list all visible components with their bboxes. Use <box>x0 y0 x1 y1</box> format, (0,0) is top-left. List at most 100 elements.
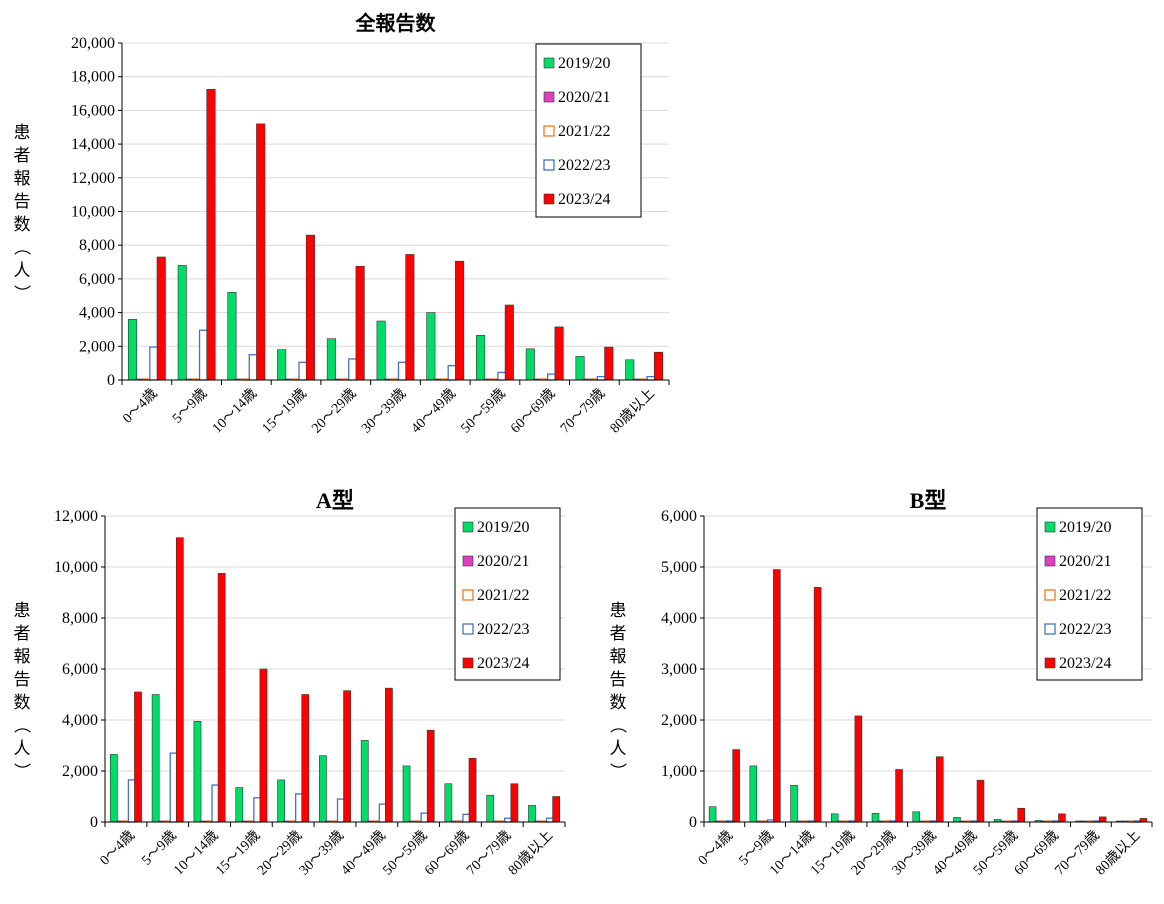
y-tick-label: 0 <box>107 372 115 389</box>
x-tick-label: 15～19歳 <box>259 386 310 437</box>
legend-label: 2021/22 <box>558 123 610 140</box>
y-tick-label: 4,000 <box>62 712 98 729</box>
legend-label: 2020/21 <box>1059 553 1111 570</box>
legend-label: 2023/24 <box>558 191 610 208</box>
y-axis-label-char: 患 <box>610 601 627 620</box>
x-tick-label: 0～4歳 <box>97 828 138 869</box>
legend-swatch <box>1044 657 1056 669</box>
y-tick-label: 2,000 <box>62 763 98 780</box>
bar <box>1058 813 1066 823</box>
legend-swatch <box>543 159 555 171</box>
y-tick-label: 12,000 <box>54 508 98 525</box>
legend-label: 2022/23 <box>558 157 610 174</box>
y-tick-label: 16,000 <box>71 102 115 119</box>
legend-label: 2023/24 <box>1059 655 1111 672</box>
bar <box>109 754 118 823</box>
y-tick-label: 3,000 <box>661 661 697 678</box>
bar <box>305 234 315 381</box>
legend-swatch <box>543 125 555 137</box>
bar <box>444 783 453 823</box>
y-tick-label: 20,000 <box>71 35 115 52</box>
bar <box>813 587 822 823</box>
y-axis-label-char: （ <box>608 717 627 734</box>
bar <box>385 687 393 823</box>
y-tick-label: 10,000 <box>54 559 98 576</box>
bar <box>604 346 614 381</box>
y-tick-label: 14,000 <box>71 136 115 153</box>
y-tick-label: 6,000 <box>661 508 697 525</box>
x-tick-label: 80歳以上 <box>1093 828 1144 879</box>
chart-svg: A型 0 2,000 4,000 6,000 8,000 10,000 12,000 患者報告数… <box>12 488 566 879</box>
bar <box>134 691 142 823</box>
bar <box>127 319 138 381</box>
bar <box>177 265 187 381</box>
y-tick-label: 6,000 <box>79 271 115 288</box>
y-axis-label-char: 患 <box>14 123 31 142</box>
legend-label: 2021/22 <box>1059 587 1111 604</box>
bar <box>151 694 160 823</box>
legend-swatch <box>462 521 474 533</box>
legend-label: 2022/23 <box>477 621 529 638</box>
legend-label: 2020/21 <box>558 89 610 106</box>
bar <box>936 756 944 823</box>
bar <box>525 348 535 381</box>
y-tick-label: 12,000 <box>71 170 115 187</box>
y-axis-label-char: 告 <box>610 670 627 689</box>
y-axis-label-char: 数 <box>610 693 627 712</box>
y-tick-label: 2,000 <box>661 712 697 729</box>
x-tick-label: 10～14歳 <box>171 828 222 879</box>
bar <box>227 292 237 381</box>
legend-swatch <box>543 193 555 205</box>
bar <box>912 811 920 823</box>
x-tick-label: 80歳以上 <box>607 386 658 437</box>
bar <box>486 794 495 823</box>
bar <box>256 123 266 381</box>
bar <box>277 349 287 381</box>
legend-swatch <box>462 555 474 567</box>
chart-all-reports: 全報告数 0 2,000 4,000 6,000 8,000 10,000 12,000 14,… <box>0 0 680 470</box>
legend-swatch <box>543 57 555 69</box>
x-tick-label: 80歳以上 <box>505 828 556 879</box>
legend-label: 2023/24 <box>477 655 529 672</box>
bar <box>895 769 903 823</box>
bar <box>476 335 486 381</box>
bar <box>528 805 536 823</box>
y-tick-label: 5,000 <box>661 559 697 576</box>
bar <box>708 806 717 823</box>
bar <box>976 779 985 823</box>
x-tick-label: 30～39歳 <box>358 386 409 437</box>
y-axis-label-char: ） <box>12 763 31 780</box>
bar <box>405 254 415 381</box>
legend-swatch <box>1044 555 1056 567</box>
y-tick-label: 4,000 <box>79 305 115 322</box>
y-tick-label: 4,000 <box>661 610 697 627</box>
bar <box>355 265 365 381</box>
x-tick-label: 30～39歳 <box>296 828 347 879</box>
legend-swatch <box>543 91 555 103</box>
y-tick-label: 8,000 <box>62 610 98 627</box>
bar <box>552 796 561 823</box>
bar <box>343 690 351 823</box>
legend-label: 2019/20 <box>477 519 529 536</box>
y-tick-label: 0 <box>90 814 98 831</box>
y-axis-label-char: 人 <box>14 739 31 758</box>
y-axis-label-char: ） <box>608 763 627 780</box>
x-tick-label: 0～4歳 <box>695 828 736 869</box>
bar <box>193 720 202 823</box>
x-tick-label: 50～59歳 <box>380 828 431 879</box>
bar <box>554 326 564 381</box>
y-tick-label: 18,000 <box>71 69 115 86</box>
bar <box>326 338 336 381</box>
bar <box>504 304 514 381</box>
chart-type-b: B型 0 1,000 2,000 3,000 4,000 5,000 6,000 患者報告数 （ 人… <box>596 478 1164 904</box>
x-tick-label: 10～14歳 <box>209 386 260 437</box>
y-axis-label-char: 数 <box>14 215 31 234</box>
bar <box>510 783 519 823</box>
bar <box>455 260 465 381</box>
legend-swatch <box>462 657 474 669</box>
x-tick-label: 20～29歳 <box>309 386 360 437</box>
legend-label: 2020/21 <box>477 553 529 570</box>
bar <box>402 765 411 823</box>
legend-label: 2022/23 <box>1059 621 1111 638</box>
